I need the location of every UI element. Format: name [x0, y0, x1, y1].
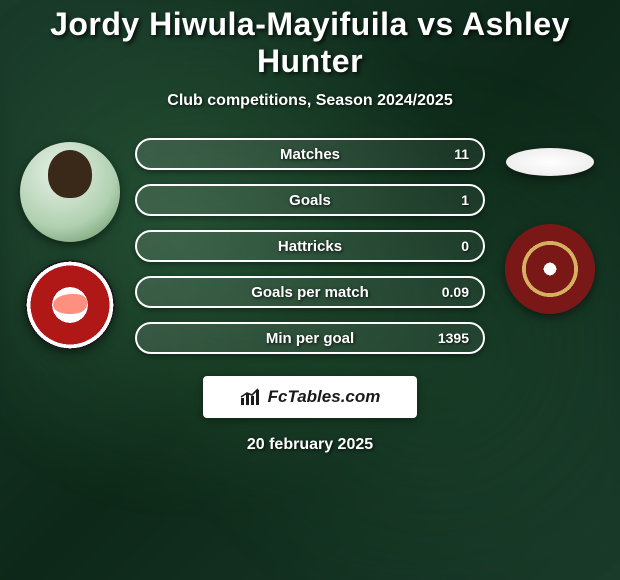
stat-label: Goals per match: [137, 284, 483, 301]
subtitle: Club competitions, Season 2024/2025: [167, 92, 452, 110]
stat-row-matches: Matches 11: [135, 138, 485, 170]
stat-label: Goals: [137, 192, 483, 209]
bar-chart-icon: [240, 388, 262, 406]
stat-label: Min per goal: [137, 330, 483, 347]
date-text: 20 february 2025: [247, 436, 373, 454]
right-player-column: [495, 138, 605, 314]
stat-label: Hattricks: [137, 238, 483, 255]
left-player-column: [15, 138, 125, 350]
stat-row-goals-per-match: Goals per match 0.09: [135, 276, 485, 308]
stat-right-value: 0.09: [442, 284, 469, 300]
main-row: Matches 11 Goals 1 Hattricks 0 Goals per…: [0, 138, 620, 354]
stat-row-goals: Goals 1: [135, 184, 485, 216]
stat-label: Matches: [137, 146, 483, 163]
stat-right-value: 0: [461, 238, 469, 254]
player1-avatar: [20, 142, 120, 242]
fctables-logo[interactable]: FcTables.com: [203, 376, 417, 418]
stat-right-value: 11: [454, 146, 469, 162]
player2-avatar: [506, 148, 594, 176]
logo-text: FcTables.com: [268, 387, 381, 407]
stats-column: Matches 11 Goals 1 Hattricks 0 Goals per…: [135, 138, 485, 354]
stat-right-value: 1395: [438, 330, 469, 346]
stat-row-hattricks: Hattricks 0: [135, 230, 485, 262]
player2-club-crest: [505, 224, 595, 314]
content-wrapper: Jordy Hiwula-Mayifuila vs Ashley Hunter …: [0, 0, 620, 580]
player1-club-crest: [25, 260, 115, 350]
comparison-title: Jordy Hiwula-Mayifuila vs Ashley Hunter: [0, 6, 620, 80]
stat-row-min-per-goal: Min per goal 1395: [135, 322, 485, 354]
stat-right-value: 1: [461, 192, 469, 208]
